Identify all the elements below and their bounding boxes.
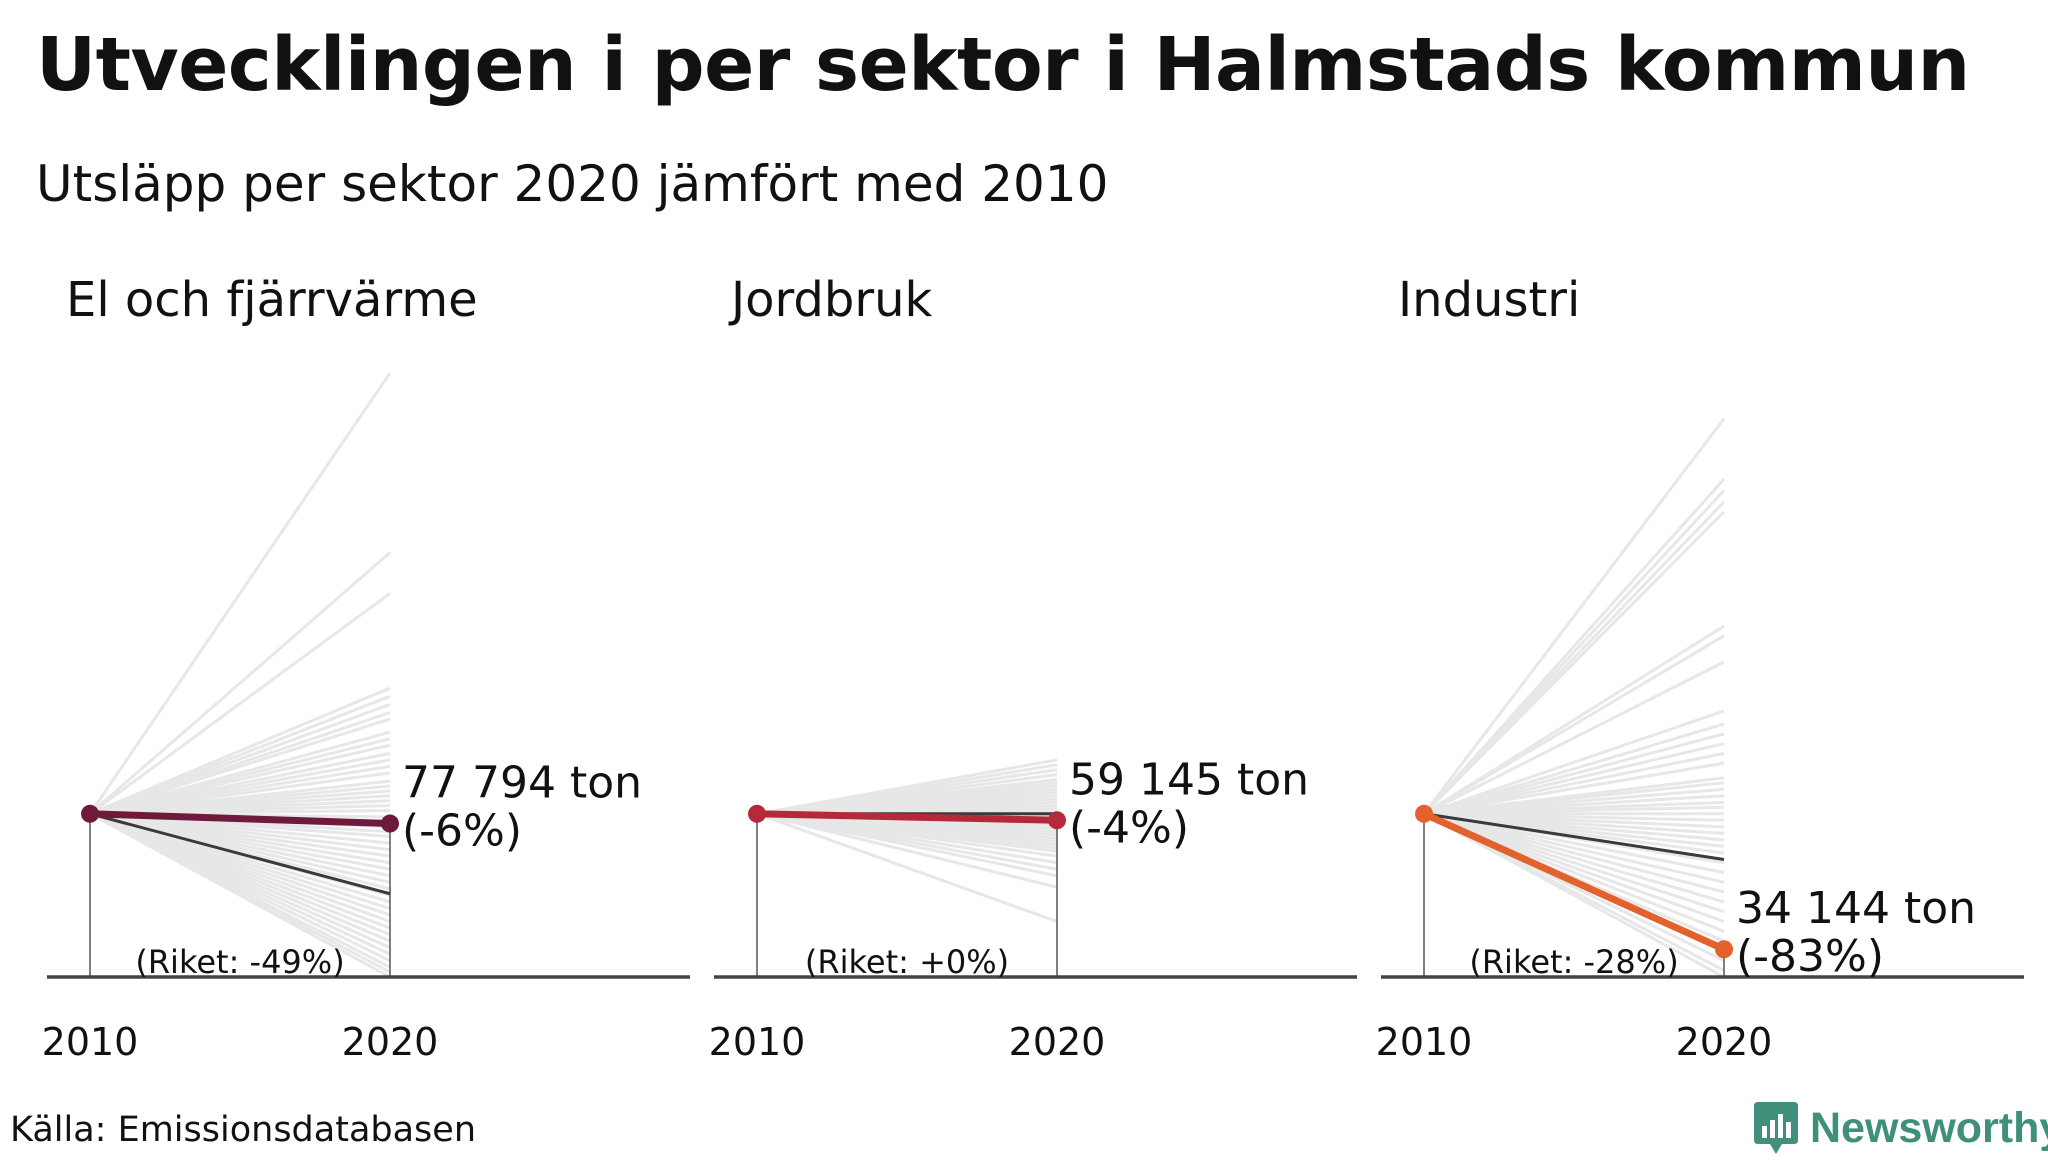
background-line xyxy=(89,551,391,815)
x-tick-label: 2020 xyxy=(1676,1020,1773,1064)
background-line xyxy=(1423,742,1725,816)
highlight-line xyxy=(86,810,394,828)
background-line xyxy=(89,592,391,815)
riket-label: (Riket: -49%) xyxy=(135,943,344,981)
highlight-point-2010 xyxy=(81,804,99,823)
background-line xyxy=(1422,417,1726,815)
riket-label: (Riket: -28%) xyxy=(1469,943,1678,981)
riket-line xyxy=(89,812,391,896)
x-tick-label: 2010 xyxy=(42,1020,139,1064)
background-line xyxy=(1423,660,1725,816)
background-line xyxy=(1423,634,1725,816)
background-line xyxy=(1423,722,1725,816)
newsworthy-logo: Newsworthy xyxy=(1752,1096,2048,1160)
x-tick-label: 2020 xyxy=(342,1020,439,1064)
change-label: (-6%) xyxy=(402,806,522,857)
riket-line xyxy=(1423,812,1725,861)
background-line xyxy=(756,812,1058,889)
chart-panel-0: 77 794 ton(-6%) (Riket: -49%) 2010 2020 xyxy=(42,372,690,1064)
background-line xyxy=(1423,732,1725,816)
value-label: 77 794 ton xyxy=(402,758,642,809)
riket-label: (Riket: +0%) xyxy=(805,943,1009,981)
background-line xyxy=(1422,510,1726,815)
chart-panel-2: 34 144 ton(-83%) (Riket: -28%) 2010 2020 xyxy=(1376,417,2024,1064)
background-line xyxy=(1423,812,1725,894)
panel-title-industri: Industri xyxy=(1398,272,1581,328)
background-line xyxy=(1423,812,1725,914)
x-tick-label: 2010 xyxy=(709,1020,806,1064)
background-line xyxy=(1423,751,1725,816)
highlight-point-2010 xyxy=(748,804,766,823)
background-line xyxy=(89,812,391,979)
highlight-point-2020 xyxy=(381,814,399,833)
panel-title-el: El och fjärrvärme xyxy=(66,272,478,328)
background-line xyxy=(1423,812,1725,923)
change-label: (-83%) xyxy=(1736,931,1884,982)
background-line xyxy=(1423,812,1725,904)
newsworthy-logo-icon xyxy=(1754,1102,1798,1154)
background-line xyxy=(756,812,1058,878)
x-tick-label: 2020 xyxy=(1009,1020,1106,1064)
value-label: 59 145 ton xyxy=(1069,754,1309,805)
x-tick-label: 2010 xyxy=(1376,1020,1473,1064)
background-line xyxy=(88,372,392,815)
chart-subtitle: Utsläpp per sektor 2020 jämfört med 2010 xyxy=(36,155,1109,213)
change-label: (-4%) xyxy=(1069,802,1189,853)
panel-title-jordbruk: Jordbruk xyxy=(731,272,933,328)
highlight-line xyxy=(753,810,1061,824)
chart-panel-1: 59 145 ton(-4%) (Riket: +0%) 2010 2020 xyxy=(709,754,1357,1064)
background-line xyxy=(1423,812,1725,874)
background-line xyxy=(1423,761,1725,816)
logo-text: Newsworthy xyxy=(1810,1103,2048,1152)
highlight-point-2020 xyxy=(1715,940,1733,959)
background-line xyxy=(89,717,391,816)
highlight-line xyxy=(1420,810,1728,953)
highlight-point-2020 xyxy=(1048,811,1066,830)
highlight-point-2010 xyxy=(1415,804,1433,823)
source-note: Källa: Emissionsdatabasen xyxy=(10,1110,477,1150)
background-line xyxy=(1423,812,1725,884)
chart-title: Utvecklingen i per sektor i Halmstads ko… xyxy=(36,22,1970,108)
background-line xyxy=(1423,812,1725,979)
value-label: 34 144 ton xyxy=(1736,883,1976,934)
background-line xyxy=(1423,709,1725,816)
background-line xyxy=(756,812,1058,923)
